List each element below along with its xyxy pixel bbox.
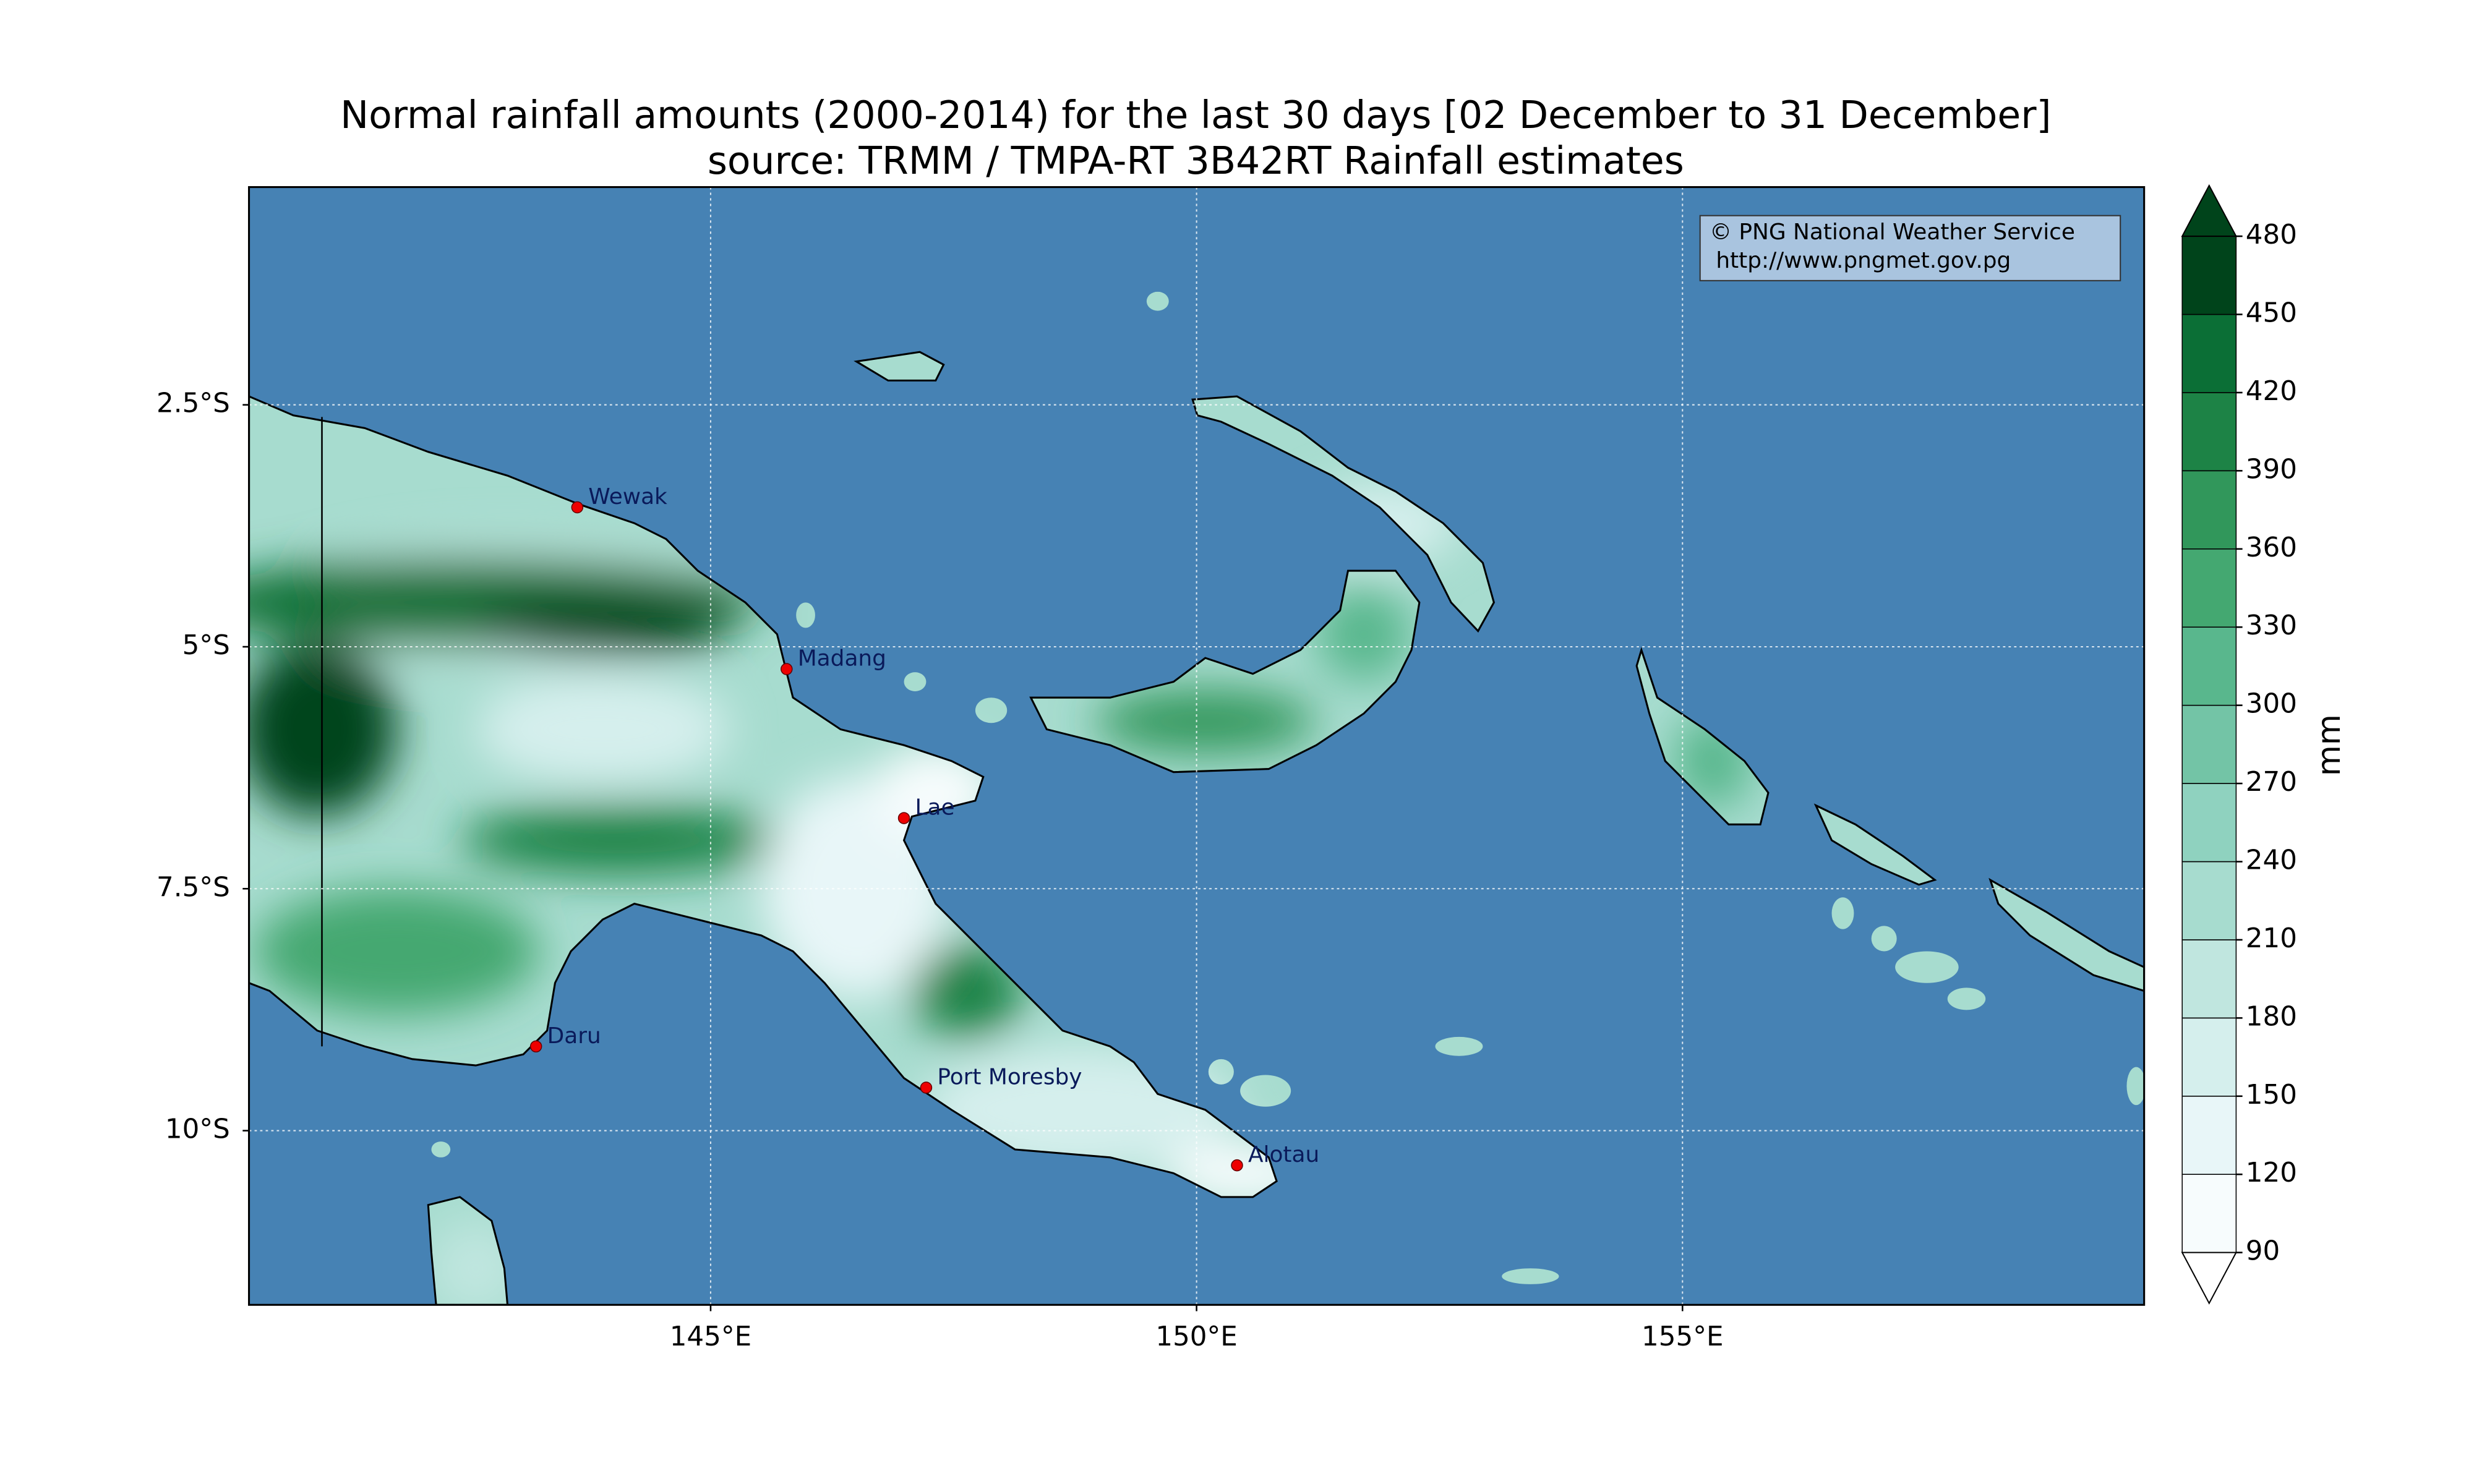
colorbar-segment	[2181, 783, 2237, 863]
colorbar-segment	[2181, 626, 2237, 706]
city-marker	[781, 663, 793, 675]
credit-line: © PNG National Weather Service	[1710, 220, 2075, 245]
colorbar-tick-label: 390	[2246, 454, 2297, 485]
city-marker	[1231, 1159, 1243, 1172]
colorbar-segment	[2181, 313, 2237, 393]
colorbar-tick-label: 420	[2246, 376, 2297, 407]
colorbar-tick-label: 90	[2246, 1236, 2280, 1267]
colorbar-tick-label: 450	[2246, 297, 2297, 328]
city-label: Wewak	[588, 484, 667, 510]
colorbar-segment	[2181, 704, 2237, 784]
colorbar-extend-max	[2181, 184, 2238, 237]
y-tick-label: 5°S	[182, 630, 230, 661]
city-label: Madang	[798, 646, 886, 672]
x-tick-label: 150°E	[1155, 1321, 1238, 1352]
colorbar-tick-label: 330	[2246, 610, 2297, 641]
colorbar-segment	[2181, 1096, 2237, 1175]
colorbar-segment	[2181, 861, 2237, 940]
subtitle: source: TRMM / TMPA-RT 3B42RT Rainfall e…	[708, 139, 1684, 183]
colorbar-tick-label: 240	[2246, 845, 2297, 876]
city-marker	[571, 501, 584, 514]
colorbar-segment	[2181, 392, 2237, 472]
colorbar-segment	[2181, 470, 2237, 550]
city-label: Alotau	[1248, 1142, 1319, 1167]
colorbar-segment	[2181, 1174, 2237, 1253]
colorbar-tick-label: 150	[2246, 1080, 2297, 1111]
colorbar-tick-label: 210	[2246, 923, 2297, 954]
coastline	[249, 351, 2144, 1305]
colorbar-tick-label: 270	[2246, 767, 2297, 798]
city-marker	[529, 1040, 542, 1053]
city-label: Lae	[915, 795, 954, 821]
colorbar-segment	[2181, 236, 2237, 315]
colorbar-tick-label: 480	[2246, 220, 2297, 250]
colorbar-label: mm	[2311, 714, 2348, 776]
credit-line: http://www.pngmet.gov.pg	[1716, 248, 2011, 273]
credit-box	[1699, 215, 2121, 281]
map	[249, 187, 2144, 1305]
x-tick-label: 145°E	[670, 1321, 752, 1352]
colorbar-segment	[2181, 1017, 2237, 1097]
colorbar-tick-label: 300	[2246, 689, 2297, 720]
colorbar-tick-label: 360	[2246, 532, 2297, 563]
colorbar-tick-label: 180	[2246, 1001, 2297, 1032]
y-tick-label: 7.5°S	[156, 872, 230, 903]
city-marker	[920, 1081, 933, 1094]
city-marker	[897, 812, 910, 824]
colorbar-segment	[2181, 548, 2237, 628]
city-label: Port Moresby	[937, 1065, 1082, 1090]
x-tick-label: 155°E	[1641, 1321, 1724, 1352]
colorbar-extend-min	[2181, 1252, 2238, 1305]
colorbar-segment	[2181, 939, 2237, 1019]
title: Normal rainfall amounts (2000-2014) for …	[340, 93, 2051, 137]
y-tick-label: 10°S	[165, 1114, 230, 1145]
city-label: Daru	[547, 1023, 601, 1049]
colorbar-tick-label: 120	[2246, 1158, 2297, 1188]
y-tick-label: 2.5°S	[156, 388, 230, 419]
